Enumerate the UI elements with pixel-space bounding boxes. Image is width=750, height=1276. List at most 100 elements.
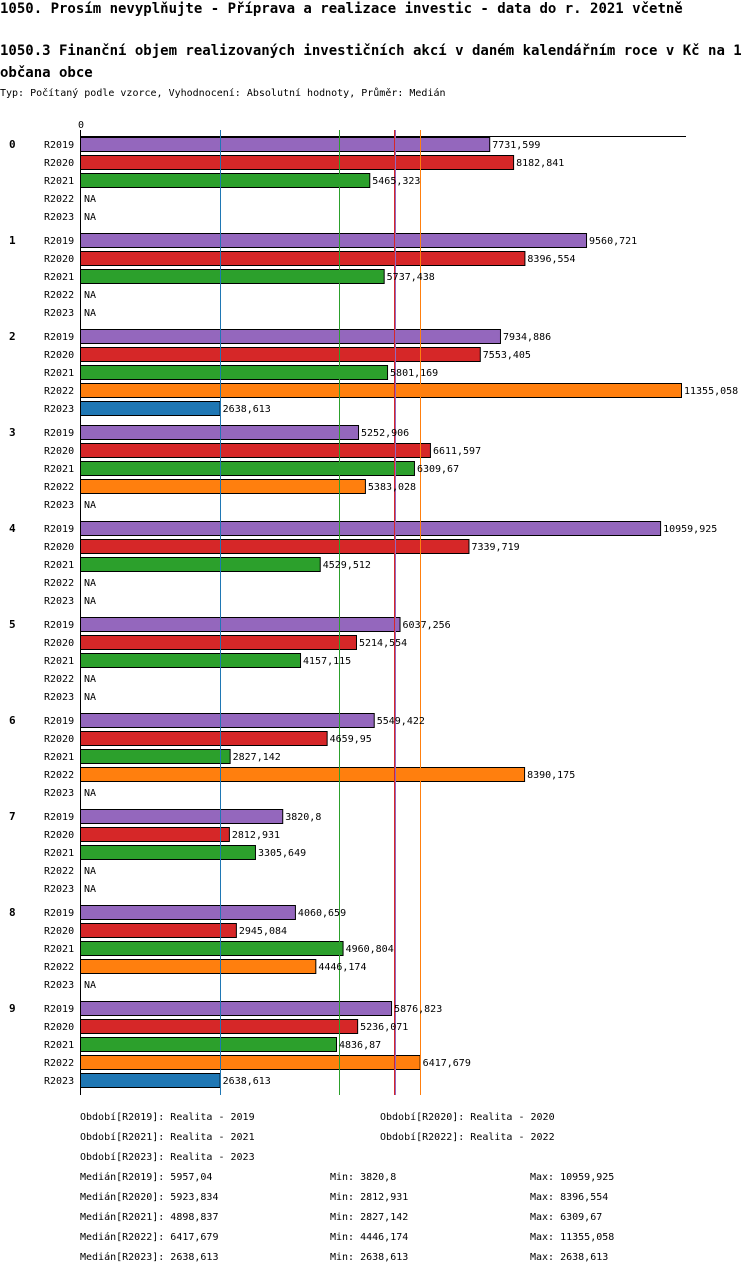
stat-min-r2021: Min: 2827,142: [330, 1212, 409, 1223]
data-label: 3305,649: [258, 848, 306, 859]
stat-median-r2019: Medián[R2019]: 5957,04: [80, 1172, 213, 1183]
na-label: NA: [84, 980, 96, 991]
bar-r2020: [80, 923, 237, 938]
series-row-label: R2023: [44, 308, 74, 319]
bar-r2019: [80, 233, 588, 248]
series-row-label: R2021: [44, 1040, 74, 1051]
bar-r2019: [80, 905, 296, 920]
category-label: 5: [9, 618, 16, 631]
bar-r2020: [80, 1019, 359, 1034]
x-tick-label: 0: [78, 120, 84, 131]
data-label: 3820,8: [285, 812, 321, 823]
category-label: 6: [9, 714, 16, 727]
series-row-label: R2019: [44, 428, 74, 439]
series-row-label: R2023: [44, 788, 74, 799]
stat-median-r2020: Medián[R2020]: 5923,834: [80, 1192, 219, 1203]
na-label: NA: [84, 596, 96, 607]
series-row-label: R2019: [44, 716, 74, 727]
na-label: NA: [84, 194, 96, 205]
na-label: NA: [84, 578, 96, 589]
data-label: 5737,438: [387, 272, 435, 283]
stat-max-r2023: Max: 2638,613: [530, 1252, 609, 1263]
stat-min-r2022: Min: 4446,174: [330, 1232, 409, 1243]
bar-r2020: [80, 155, 515, 170]
series-row-label: R2022: [44, 194, 74, 205]
series-row-label: R2021: [44, 848, 74, 859]
data-label: 2945,084: [239, 926, 287, 937]
data-label: 4446,174: [318, 962, 366, 973]
series-row-label: R2022: [44, 770, 74, 781]
bar-r2023: [80, 401, 221, 416]
category-label: 1: [9, 234, 16, 247]
series-row-label: R2019: [44, 332, 74, 343]
series-row-label: R2021: [44, 656, 74, 667]
data-label: 4529,512: [323, 560, 371, 571]
na-label: NA: [84, 866, 96, 877]
series-row-label: R2022: [44, 578, 74, 589]
bar-r2020: [80, 539, 470, 554]
na-label: NA: [84, 212, 96, 223]
legend-period-r2022: Období[R2022]: Realita - 2022: [380, 1132, 555, 1143]
data-label: 5549,422: [377, 716, 425, 727]
series-row-label: R2021: [44, 464, 74, 475]
category-label: 4: [9, 522, 16, 535]
bar-r2021: [80, 749, 231, 764]
bar-r2021: [80, 941, 344, 956]
series-row-label: R2021: [44, 176, 74, 187]
data-label: 9560,721: [589, 236, 637, 247]
data-label: 4060,659: [298, 908, 346, 919]
bar-chart: 0 0 R2019 7731,599 R2020 8182,841 R2021 5465,3…: [9, 120, 738, 1095]
category-label: 2: [9, 330, 16, 343]
bar-r2019: [80, 425, 360, 440]
category-label: 9: [9, 1002, 16, 1015]
data-label: 2638,613: [223, 404, 271, 415]
series-row-label: R2022: [44, 482, 74, 493]
bar-r2022: [80, 479, 366, 494]
series-row-label: R2020: [44, 638, 74, 649]
data-label: 2812,931: [232, 830, 280, 841]
series-row-label: R2019: [44, 620, 74, 631]
bar-r2021: [80, 1037, 338, 1052]
data-label: 5214,554: [359, 638, 407, 649]
series-row-label: R2022: [44, 674, 74, 685]
series-row-label: R2022: [44, 386, 74, 397]
series-row-label: R2023: [44, 404, 74, 415]
bar-r2021: [80, 653, 302, 668]
category-label: 8: [9, 906, 16, 919]
series-row-label: R2023: [44, 596, 74, 607]
series-row-label: R2021: [44, 272, 74, 283]
series-row-label: R2022: [44, 290, 74, 301]
stat-max-r2021: Max: 6309,67: [530, 1212, 603, 1223]
stat-min-r2019: Min: 3820,8: [330, 1172, 397, 1183]
na-label: NA: [84, 788, 96, 799]
series-row-label: R2020: [44, 734, 74, 745]
bar-r2022: [80, 767, 526, 782]
bar-r2020: [80, 827, 230, 842]
bar-r2019: [80, 329, 501, 344]
data-label: 7934,886: [503, 332, 551, 343]
bar-r2019: [80, 521, 662, 536]
series-row-label: R2019: [44, 524, 74, 535]
bar-r2020: [80, 731, 328, 746]
page-title: 1050. Prosím nevyplňujte - Příprava a re…: [0, 1, 683, 17]
data-label: 11355,058: [684, 386, 738, 397]
bar-r2020: [80, 635, 357, 650]
series-row-label: R2020: [44, 1022, 74, 1033]
type-line: Typ: Počítaný podle vzorce, Vyhodnocení:…: [0, 88, 446, 99]
bar-r2022: [80, 959, 317, 974]
data-label: 7553,405: [483, 350, 531, 361]
bar-r2019: [80, 809, 284, 824]
category-label: 3: [9, 426, 16, 439]
bar-r2021: [80, 365, 389, 380]
series-row-label: R2020: [44, 830, 74, 841]
data-label: 5465,323: [372, 176, 420, 187]
series-row-label: R2021: [44, 368, 74, 379]
bar-r2021: [80, 557, 321, 572]
na-label: NA: [84, 692, 96, 703]
data-label: 5252,906: [361, 428, 409, 439]
bar-r2019: [80, 617, 401, 632]
category-label: 0: [9, 138, 16, 151]
data-label: 5236,071: [360, 1022, 408, 1033]
bar-r2021: [80, 845, 256, 860]
stat-median-r2023: Medián[R2023]: 2638,613: [80, 1252, 219, 1263]
